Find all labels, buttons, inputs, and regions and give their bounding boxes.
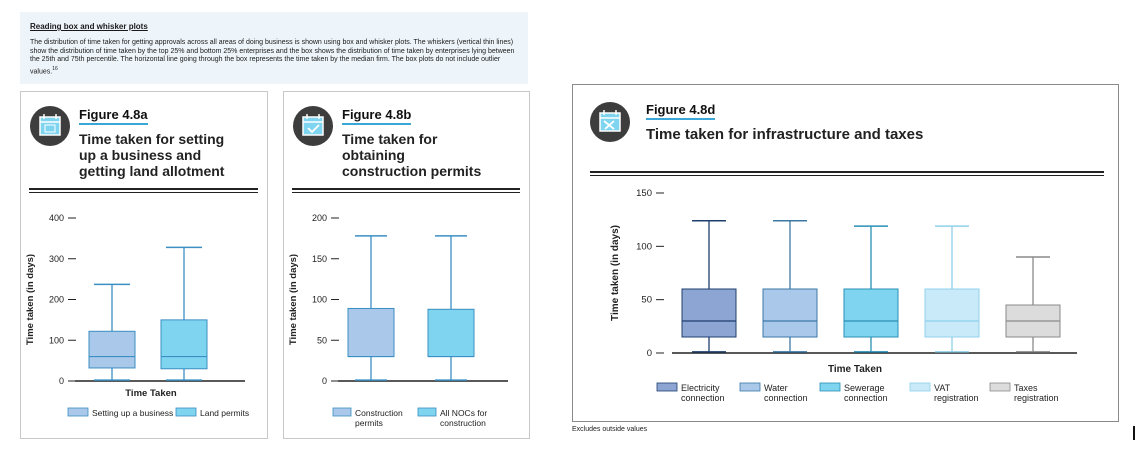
figure-title: Time taken for obtaining construction pe… — [342, 131, 481, 179]
legend-label: permits — [355, 418, 383, 428]
reading-note: Reading box and whisker plots The distri… — [20, 12, 528, 84]
legend-swatch — [656, 382, 678, 392]
legend-label: VAT — [934, 383, 951, 393]
legend-swatch — [819, 382, 841, 392]
box — [843, 288, 899, 338]
figure-title-line: Time taken for infrastructure and taxes — [646, 126, 924, 143]
calendar-check-icon — [293, 106, 333, 146]
y-tick-label: 0 — [322, 376, 327, 386]
legend-label: Land permits — [200, 408, 249, 418]
legend-label: connection — [764, 393, 808, 403]
y-tick-label: 150 — [636, 188, 652, 199]
figure-title-line: construction permits — [342, 163, 482, 179]
box — [427, 308, 475, 358]
y-tick-label: 150 — [312, 254, 327, 264]
chart-figure-4-8b: 0 50 100 150 200 Time taken (in days) Construc… — [288, 213, 508, 428]
y-tick-label: 200 — [312, 213, 327, 223]
y-axis-label: Time taken (in days) — [610, 225, 621, 321]
y-tick-label: 100 — [636, 241, 652, 252]
figure-label: Figure 4.8d — [646, 102, 716, 120]
legend-swatch — [739, 382, 761, 392]
note-text: The distribution of time taken for getti… — [30, 39, 515, 75]
figure-title-line: Time taken for — [342, 131, 438, 147]
y-tick-label: 200 — [49, 295, 64, 305]
chart-figure-4-8a: 0 100 200 300 400 Time taken (in days) Time Ta… — [25, 213, 249, 418]
figure-title-line: obtaining — [342, 147, 405, 163]
box — [160, 319, 208, 370]
figure-title-line: getting land allotment — [79, 163, 225, 179]
footnote: Excludes outside values — [572, 426, 648, 433]
y-tick-label: 400 — [49, 213, 64, 223]
figure-title: Time taken for infrastructure and taxes — [646, 127, 923, 143]
y-tick-label: 100 — [49, 335, 64, 345]
figure-label: Figure 4.8a — [79, 107, 148, 125]
box — [681, 288, 737, 338]
box — [88, 330, 136, 369]
y-axis-label: Time taken (in days) — [25, 254, 36, 345]
legend-label: connection — [681, 393, 725, 403]
calendar-icon — [30, 106, 70, 146]
legend-swatch — [989, 382, 1011, 392]
legend-swatch — [175, 407, 197, 417]
legend-swatch — [332, 407, 352, 417]
figure-title-line: up a business and — [79, 147, 202, 163]
title-rule — [292, 192, 520, 193]
legend-label: All NOCs for — [440, 408, 487, 418]
y-tick-label: 100 — [312, 295, 327, 305]
legend-label: registration — [934, 393, 979, 403]
y-tick-label: 300 — [49, 254, 64, 264]
figure-label: Figure 4.8b — [342, 107, 412, 125]
y-axis-label: Time taken (in days) — [288, 254, 299, 345]
note-body: The distribution of time taken for getti… — [30, 39, 518, 76]
legend-label: Water — [764, 383, 788, 393]
box — [924, 288, 980, 338]
title-rule — [29, 188, 258, 190]
legend-swatch — [67, 407, 89, 417]
x-axis-label: Time Taken — [828, 364, 882, 375]
chart-figure-4-8d: 0 50 100 150 Time taken (in days) Time Taken E… — [610, 188, 1077, 403]
note-footnote-ref: 16 — [52, 65, 58, 72]
legend-label: Electricity — [681, 383, 720, 393]
legend-label: construction — [440, 418, 486, 428]
box — [347, 307, 395, 358]
y-tick-label: 50 — [641, 295, 652, 306]
legend-label: Setting up a business — [92, 408, 173, 418]
title-rule — [29, 192, 258, 193]
title-rule — [590, 175, 1104, 176]
note-title: Reading box and whisker plots — [30, 22, 148, 31]
edge-marker — [1133, 426, 1135, 440]
legend-label: Taxes — [1014, 383, 1038, 393]
y-tick-label: 0 — [59, 376, 64, 386]
y-tick-label: 50 — [317, 335, 327, 345]
figure-4-8d-panel: Figure 4.8d Time taken for infrastructur… — [572, 84, 1119, 422]
title-rule — [292, 188, 520, 190]
title-rule — [590, 171, 1104, 173]
x-axis-label: Time Taken — [125, 388, 177, 399]
legend-label: Construction — [355, 408, 403, 418]
legend-label: connection — [844, 393, 888, 403]
y-tick-label: 0 — [647, 348, 652, 359]
legend-swatch — [909, 382, 931, 392]
legend-label: Sewerage — [844, 383, 885, 393]
legend-swatch — [417, 407, 437, 417]
legend-label: registration — [1014, 393, 1059, 403]
tools-calendar-icon — [590, 102, 630, 142]
figure-title-line: Time taken for setting — [79, 131, 225, 147]
box — [762, 288, 818, 338]
figure-title: Time taken for setting up a business and… — [79, 131, 224, 179]
